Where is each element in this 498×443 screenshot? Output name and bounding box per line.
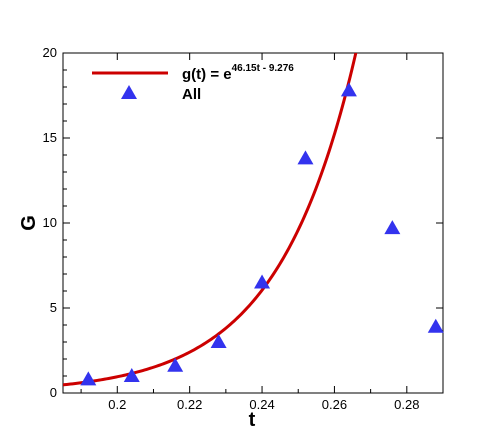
legend-label-fit-exponent: 46.15t - 9.276 — [232, 63, 295, 74]
x-tick-label: 0.2 — [108, 397, 126, 412]
legend: g(t) = e46.15t - 9.276 All — [92, 63, 294, 103]
plot-frame — [62, 52, 444, 394]
data-point-triangle — [427, 318, 444, 333]
data-point-triangle — [167, 357, 184, 372]
y-tick-label: 10 — [43, 215, 57, 230]
x-tick-label: 0.26 — [322, 397, 347, 412]
scatter-points — [80, 82, 444, 386]
y-tick-label: 5 — [50, 300, 57, 315]
fit-curve-line — [63, 53, 358, 387]
x-tick-label: 0.28 — [394, 397, 419, 412]
data-point-triangle — [210, 334, 227, 348]
x-axis-label: t — [249, 409, 256, 431]
y-axis-label: G — [18, 215, 40, 231]
data-point-triangle — [123, 368, 140, 382]
x-tick-label: 0.24 — [249, 397, 274, 412]
legend-label-all: All — [182, 86, 201, 103]
data-point-triangle — [254, 274, 271, 289]
legend-label-fit: g(t) = e46.15t - 9.276 — [182, 63, 294, 83]
legend-triangle-swatch — [121, 85, 137, 99]
y-tick-label: 0 — [50, 385, 57, 400]
x-tick-label: 0.22 — [177, 397, 202, 412]
data-point-triangle — [297, 150, 314, 165]
y-tick-label: 15 — [43, 130, 57, 145]
legend-label-fit-main: g(t) = e — [182, 66, 232, 83]
y-tick-label: 20 — [43, 45, 57, 60]
data-point-triangle — [340, 82, 357, 97]
plot-area: 0.2 0.22 0.24 0.26 0.28 0 5 10 15 20 — [43, 45, 444, 412]
x-axis: 0.2 0.22 0.24 0.26 0.28 — [80, 53, 419, 412]
data-point-triangle — [80, 371, 97, 386]
data-point-triangle — [384, 220, 401, 235]
y-axis: 0 5 10 15 20 — [43, 45, 443, 400]
